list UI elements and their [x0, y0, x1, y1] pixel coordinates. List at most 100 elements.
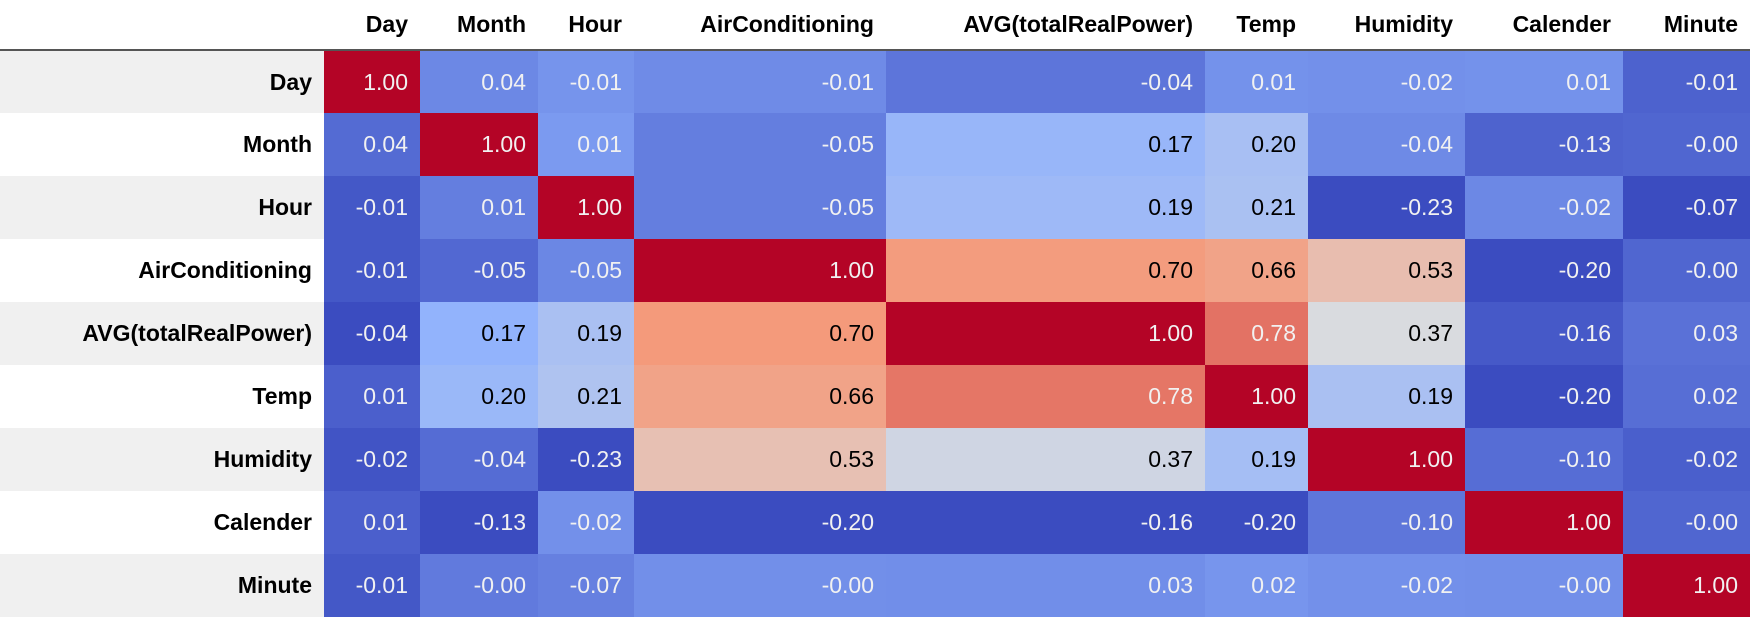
table-row: Humidity -0.02 -0.04 -0.23 0.53 0.37 0.19 1.00-… [0, 428, 1750, 491]
correlation-cell: 1.00 [538, 176, 634, 239]
correlation-cell: 0.37 [1308, 302, 1465, 365]
correlation-cell: -0.00 [1623, 491, 1750, 554]
correlation-cell: -0.00 [1623, 239, 1750, 302]
correlation-cell: -0.00 [420, 554, 538, 617]
correlation-cell: -0.16 [886, 491, 1205, 554]
correlation-cell: -0.05 [420, 239, 538, 302]
header-row: Day Month Hour AirConditioning AVG(totalReal… [0, 0, 1750, 51]
correlation-cell: -0.02 [1465, 176, 1623, 239]
correlation-cell: -0.07 [1623, 176, 1750, 239]
column-header: AirConditioning [634, 0, 886, 51]
correlation-cell: -0.04 [1308, 113, 1465, 176]
correlation-cell: -0.05 [634, 113, 886, 176]
correlation-cell: 1.00 [1205, 365, 1308, 428]
correlation-cell: -0.13 [420, 491, 538, 554]
correlation-cell: 0.01 [538, 113, 634, 176]
correlation-cell: 1.00 [1465, 491, 1623, 554]
correlation-cell: -0.10 [1465, 428, 1623, 491]
column-header: Calender [1465, 0, 1623, 51]
row-label: Calender [0, 491, 324, 554]
row-label: Month [0, 113, 324, 176]
correlation-cell: 0.20 [420, 365, 538, 428]
correlation-cell: 0.17 [886, 113, 1205, 176]
correlation-cell: 1.00 [1623, 554, 1750, 617]
correlation-cell: 0.78 [886, 365, 1205, 428]
correlation-cell: 1.00 [886, 302, 1205, 365]
correlation-cell: -0.01 [1623, 50, 1750, 113]
correlation-cell: 0.70 [634, 302, 886, 365]
correlation-cell: -0.01 [538, 50, 634, 113]
correlation-cell: -0.23 [538, 428, 634, 491]
column-header: Temp [1205, 0, 1308, 51]
column-header: Month [420, 0, 538, 51]
correlation-cell: -0.02 [324, 428, 420, 491]
correlation-cell: -0.01 [324, 176, 420, 239]
correlation-cell: 0.01 [324, 365, 420, 428]
correlation-cell: -0.00 [1465, 554, 1623, 617]
row-label: AVG(totalRealPower) [0, 302, 324, 365]
correlation-cell: -0.05 [538, 239, 634, 302]
correlation-cell: 1.00 [420, 113, 538, 176]
table-row: AirConditioning -0.01 -0.05 -0.05 1.00 0.70 0.… [0, 239, 1750, 302]
correlation-cell: 0.53 [1308, 239, 1465, 302]
table-row: Temp 0.01 0.20 0.21 0.66 0.78 1.00 0.19 -0.20 0.0… [0, 365, 1750, 428]
table-row: Month 0.04 1.00 0.01 -0.05 0.17 0.20 -0.04 -0.13… [0, 113, 1750, 176]
correlation-cell: 1.00 [324, 50, 420, 113]
correlation-cell: 1.00 [1308, 428, 1465, 491]
column-header: Day [324, 0, 420, 51]
correlation-cell: 0.78 [1205, 302, 1308, 365]
correlation-cell: 0.19 [1308, 365, 1465, 428]
correlation-cell: 0.01 [420, 176, 538, 239]
correlation-cell: 0.19 [538, 302, 634, 365]
correlation-cell: -0.01 [634, 50, 886, 113]
row-label: Temp [0, 365, 324, 428]
correlation-cell: 0.21 [538, 365, 634, 428]
row-label: Humidity [0, 428, 324, 491]
table-body: Day 1.00 0.04 -0.01 -0.01 -0.04 0.01 -0.02 0.01-… [0, 50, 1750, 617]
correlation-cell: 0.01 [324, 491, 420, 554]
correlation-cell: -0.20 [1205, 491, 1308, 554]
correlation-cell: 0.37 [886, 428, 1205, 491]
column-header: Minute [1623, 0, 1750, 51]
correlation-cell: 0.02 [1623, 365, 1750, 428]
table-row: Day 1.00 0.04 -0.01 -0.01 -0.04 0.01 -0.02 0.01-… [0, 50, 1750, 113]
correlation-cell: 0.66 [634, 365, 886, 428]
correlation-cell: -0.02 [538, 491, 634, 554]
column-header: Hour [538, 0, 634, 51]
column-header: AVG(totalRealPower) [886, 0, 1205, 51]
corner-cell [0, 0, 324, 51]
correlation-cell: 0.53 [634, 428, 886, 491]
column-header: Humidity [1308, 0, 1465, 51]
correlation-cell: -0.16 [1465, 302, 1623, 365]
table-row: Minute -0.01 -0.00 -0.07 -0.00 0.03 0.02 -0.02-… [0, 554, 1750, 617]
correlation-cell: -0.02 [1308, 50, 1465, 113]
correlation-cell: -0.07 [538, 554, 634, 617]
correlation-cell: -0.20 [634, 491, 886, 554]
correlation-cell: -0.04 [324, 302, 420, 365]
correlation-cell: 0.20 [1205, 113, 1308, 176]
correlation-cell: -0.10 [1308, 491, 1465, 554]
row-label: Minute [0, 554, 324, 617]
correlation-cell: -0.02 [1308, 554, 1465, 617]
correlation-cell: 0.17 [420, 302, 538, 365]
correlation-cell: -0.23 [1308, 176, 1465, 239]
correlation-cell: 0.01 [1465, 50, 1623, 113]
correlation-cell: -0.00 [1623, 113, 1750, 176]
correlation-cell: -0.20 [1465, 239, 1623, 302]
correlation-cell: -0.01 [324, 239, 420, 302]
row-label: AirConditioning [0, 239, 324, 302]
correlation-cell: 0.01 [1205, 50, 1308, 113]
correlation-cell: 1.00 [634, 239, 886, 302]
correlation-cell: 0.03 [1623, 302, 1750, 365]
table-row: Hour -0.01 0.01 1.00 -0.05 0.19 0.21 -0.23 -0.02… [0, 176, 1750, 239]
correlation-cell: -0.05 [634, 176, 886, 239]
correlation-cell: 0.19 [886, 176, 1205, 239]
correlation-cell: 0.04 [324, 113, 420, 176]
correlation-cell: -0.01 [324, 554, 420, 617]
correlation-cell: -0.20 [1465, 365, 1623, 428]
correlation-cell: 0.04 [420, 50, 538, 113]
row-label: Hour [0, 176, 324, 239]
correlation-cell: 0.21 [1205, 176, 1308, 239]
correlation-cell: -0.13 [1465, 113, 1623, 176]
